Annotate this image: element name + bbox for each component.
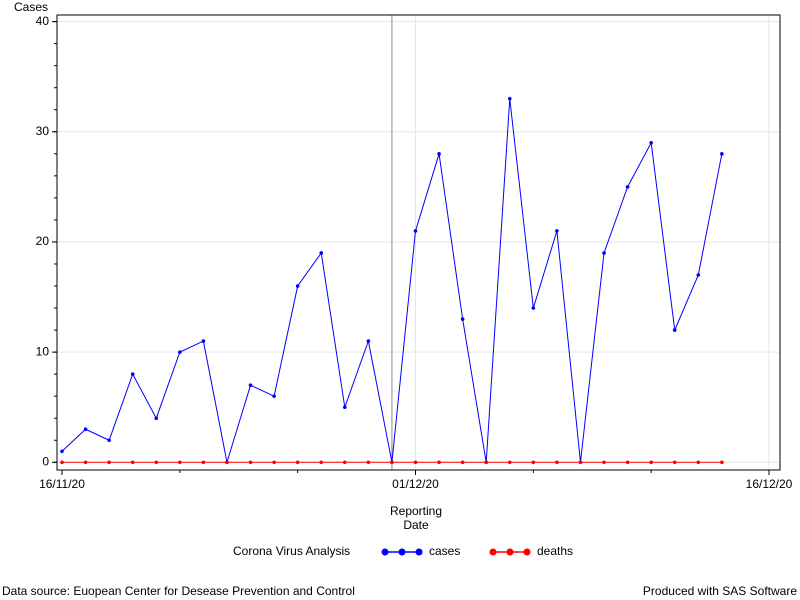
data-point	[555, 460, 559, 465]
data-point	[531, 306, 536, 310]
data-point	[343, 405, 347, 410]
data-point	[295, 460, 300, 465]
data-point	[625, 460, 630, 465]
data-point	[625, 185, 630, 189]
data-point	[225, 460, 229, 465]
data-point	[107, 438, 111, 443]
data-point	[83, 427, 88, 432]
data-point	[130, 460, 135, 465]
data-point	[154, 416, 159, 421]
data-point	[460, 460, 465, 465]
data-point	[319, 251, 324, 255]
data-point	[248, 460, 253, 465]
x-axis-label: Reporting Date	[389, 504, 443, 532]
data-point	[60, 449, 64, 454]
legend-title: Corona Virus Analysis	[233, 544, 350, 558]
y-tick-label: 40	[36, 14, 50, 28]
legend-label: cases	[429, 544, 460, 558]
data-point	[178, 350, 182, 354]
data-point	[413, 229, 418, 233]
y-tick-label: 0	[42, 454, 49, 468]
legend-marker	[381, 548, 389, 556]
legend-marker	[489, 548, 497, 556]
data-point	[649, 140, 653, 145]
data-point	[201, 339, 206, 343]
data-point	[696, 460, 701, 465]
data-point	[272, 460, 276, 465]
data-point	[672, 328, 677, 332]
data-point	[107, 460, 111, 465]
data-point	[154, 460, 159, 465]
data-point	[295, 284, 300, 288]
data-point	[343, 460, 347, 465]
data-point	[507, 96, 512, 101]
data-point	[649, 460, 653, 465]
data-point	[437, 152, 441, 156]
data-point	[531, 460, 536, 465]
y-axis-label: Cases	[14, 0, 48, 14]
data-point	[60, 460, 64, 465]
data-point	[720, 152, 724, 156]
data-point	[272, 394, 276, 398]
data-point	[602, 251, 606, 255]
data-point	[437, 460, 441, 465]
data-point	[130, 372, 135, 376]
data-point	[413, 460, 418, 465]
legend-marker	[523, 548, 531, 556]
data-point	[555, 229, 559, 233]
data-point	[507, 460, 512, 465]
data-point	[578, 460, 583, 465]
data-point	[484, 460, 489, 465]
plot-frame	[56, 14, 781, 471]
data-point	[201, 460, 206, 465]
legend-marker	[415, 548, 423, 556]
data-point	[390, 460, 394, 465]
data-point	[602, 460, 606, 465]
data-point	[319, 460, 324, 465]
legend-label: deaths	[537, 544, 573, 558]
x-tick-label: 01/12/20	[392, 477, 439, 491]
data-point	[366, 339, 371, 343]
y-tick-label: 10	[36, 344, 50, 358]
data-point	[83, 460, 88, 465]
data-point	[672, 460, 677, 465]
legend-marker	[506, 548, 514, 556]
footnote: Data source: Euopean Center for Desease …	[2, 584, 355, 598]
data-point	[696, 273, 701, 277]
data-point	[460, 317, 465, 321]
y-tick-label: 30	[36, 124, 50, 138]
footnote: Produced with SAS Software	[643, 584, 797, 598]
data-point	[720, 460, 724, 465]
data-point	[248, 383, 253, 387]
legend-marker	[398, 548, 406, 556]
x-tick-label: 16/11/20	[39, 477, 85, 491]
y-tick-label: 20	[36, 234, 50, 248]
x-tick-label: 16/12/20	[746, 477, 793, 491]
data-point	[366, 460, 371, 465]
data-point	[178, 460, 182, 465]
